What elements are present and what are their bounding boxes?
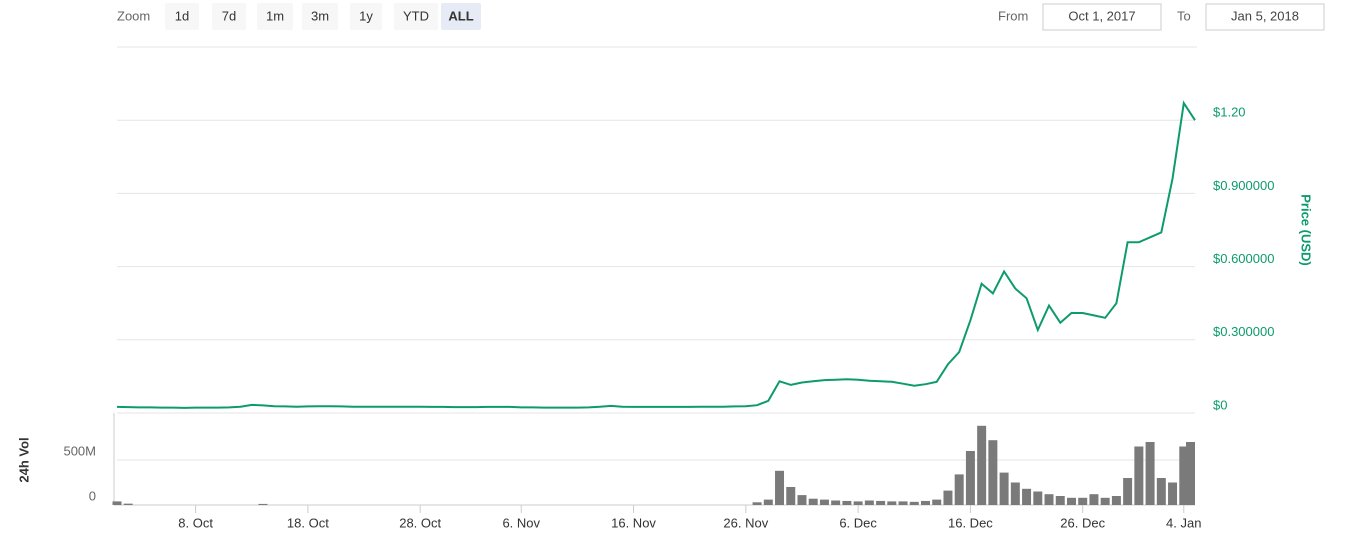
zoom-button-label[interactable]: YTD — [403, 8, 429, 23]
volume-bar — [775, 470, 785, 505]
volume-bar — [1145, 442, 1155, 505]
y-tick-label: $0.600000 — [1213, 251, 1274, 266]
from-value[interactable]: Oct 1, 2017 — [1068, 8, 1135, 23]
x-tick-label: 6. Dec — [839, 515, 877, 530]
volume-bar — [819, 499, 829, 505]
zoom-button[interactable] — [441, 3, 481, 30]
volume-bar — [943, 490, 953, 505]
volume-bar — [1186, 442, 1195, 505]
volume-bar — [258, 503, 268, 505]
volume-bar — [786, 487, 796, 505]
zoom-button[interactable] — [302, 3, 338, 30]
volume-bar — [1089, 494, 1099, 505]
volume-bar — [763, 499, 773, 505]
x-tick-label: 6. Nov — [502, 515, 540, 530]
zoom-button[interactable] — [257, 3, 293, 30]
y-tick-label: $1.20 — [1213, 105, 1246, 120]
x-tick-label: 16. Dec — [948, 515, 993, 530]
from-label: From — [998, 8, 1028, 23]
volume-bar — [752, 502, 762, 505]
volume-bar — [864, 500, 874, 505]
x-tick-label: 28. Oct — [399, 515, 441, 530]
y-axis-title: Price (USD) — [1299, 194, 1314, 266]
zoom-button-label[interactable]: ALL — [448, 8, 473, 23]
to-label: To — [1177, 8, 1191, 23]
volume-bar — [123, 503, 133, 505]
volume-bar — [921, 500, 930, 505]
from-input[interactable] — [1042, 3, 1162, 31]
volume-bar — [1168, 482, 1178, 505]
volume-bar — [1134, 446, 1144, 505]
volume-bar — [1078, 497, 1088, 505]
volume-bar — [1010, 482, 1020, 505]
x-tick-label: 26. Nov — [723, 515, 768, 530]
volume-bar — [898, 501, 908, 505]
volume-bar — [808, 498, 818, 505]
volume-bar — [999, 472, 1009, 505]
volume-bar — [977, 425, 987, 505]
volume-bar — [954, 474, 964, 505]
zoom-button-label[interactable]: 3m — [311, 8, 329, 23]
volume-bar — [853, 501, 863, 505]
x-tick-label: 18. Oct — [287, 515, 329, 530]
y-axis-title: 24h Vol — [16, 437, 31, 482]
to-value[interactable]: Jan 5, 2018 — [1231, 8, 1299, 23]
x-tick-label: 16. Nov — [611, 515, 656, 530]
volume-bar — [1179, 446, 1189, 505]
x-tick-label: 8. Oct — [178, 515, 213, 530]
zoom-button-label[interactable]: 7d — [222, 8, 236, 23]
y-tick-label: 500M — [63, 443, 96, 458]
volume-bar — [1033, 491, 1043, 505]
zoom-button[interactable] — [165, 3, 199, 30]
zoom-label: Zoom — [117, 8, 150, 23]
volume-bar — [909, 501, 919, 505]
x-tick-label: 26. Dec — [1060, 515, 1105, 530]
volume-bar — [887, 501, 897, 505]
zoom-button[interactable] — [212, 3, 246, 30]
volume-bar — [842, 500, 852, 505]
volume-bar — [1123, 478, 1133, 505]
price-line — [116, 100, 1196, 409]
volume-bar — [1022, 488, 1032, 505]
volume-bar — [797, 495, 807, 505]
zoom-button-label[interactable]: 1m — [266, 8, 284, 23]
volume-bar — [1055, 496, 1065, 505]
zoom-button[interactable] — [394, 3, 438, 30]
zoom-button-label[interactable]: 1d — [175, 8, 189, 23]
volume-bar — [965, 451, 975, 505]
volume-bar — [876, 500, 886, 505]
x-tick-label: 4. Jan — [1166, 515, 1201, 530]
volume-bar — [1111, 496, 1121, 505]
volume-bar — [1066, 497, 1076, 505]
volume-bar — [1100, 497, 1110, 505]
zoom-button[interactable] — [350, 3, 382, 30]
volume-bar — [932, 499, 942, 505]
y-tick-label: $0.900000 — [1213, 178, 1274, 193]
volume-bar — [988, 440, 998, 505]
volume-bar — [831, 500, 841, 505]
volume-bar — [1156, 478, 1166, 505]
to-input[interactable] — [1205, 3, 1325, 31]
zoom-button-label[interactable]: 1y — [359, 8, 373, 23]
y-tick-label: $0 — [1213, 397, 1227, 412]
volume-bar — [1044, 494, 1054, 505]
y-tick-label: $0.300000 — [1213, 324, 1274, 339]
y-tick-label: 0 — [89, 488, 96, 503]
volume-bar — [112, 501, 122, 505]
